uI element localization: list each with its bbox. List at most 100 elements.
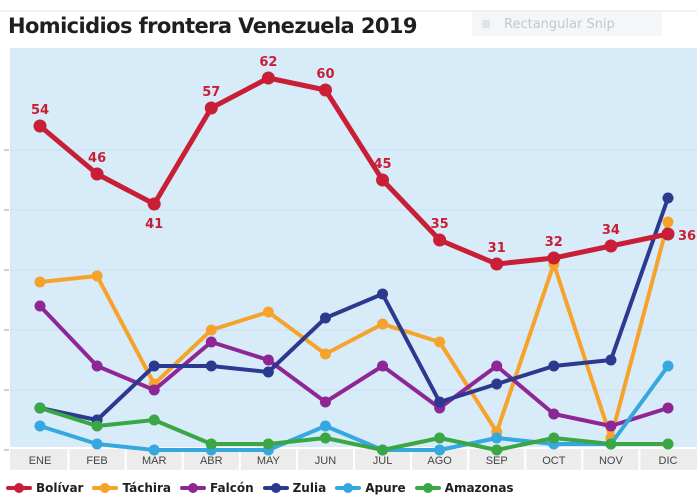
data-point — [205, 324, 217, 336]
data-point — [377, 318, 389, 330]
data-label: 60 — [316, 67, 334, 82]
data-point — [319, 420, 331, 432]
data-point — [604, 239, 618, 253]
data-label: 45 — [373, 157, 391, 172]
data-point — [147, 197, 161, 211]
data-point — [490, 257, 504, 271]
data-point — [377, 360, 389, 372]
legend-item: Apure — [335, 481, 406, 495]
data-point — [205, 360, 217, 372]
data-point — [318, 83, 332, 97]
data-label: 36 — [678, 229, 696, 244]
series-line — [38, 364, 670, 452]
line-chart: ENE FEB MAR ABR MAY JUN JUL AGO SEP OCT NOV DIC 54 46… — [4, 48, 697, 470]
data-point — [262, 354, 274, 366]
x-tick-label: JUL — [373, 455, 393, 467]
legend-swatch — [180, 483, 206, 493]
data-point — [261, 71, 275, 85]
data-point — [34, 402, 46, 414]
data-point — [34, 300, 46, 312]
data-point — [204, 101, 218, 115]
data-point — [376, 173, 390, 187]
data-point — [148, 384, 160, 396]
data-label: 31 — [488, 241, 506, 256]
data-point — [319, 396, 331, 408]
series-amazonas — [34, 402, 674, 456]
data-point — [547, 251, 561, 265]
data-point — [433, 233, 447, 247]
data-point — [319, 432, 331, 444]
data-point — [548, 432, 560, 444]
legend-swatch — [92, 483, 119, 493]
legend-label: Táchira — [122, 481, 171, 495]
data-point — [262, 366, 274, 378]
data-point — [491, 378, 503, 390]
data-label: 46 — [88, 151, 106, 166]
x-tick-label: OCT — [542, 455, 566, 467]
x-tick-label: AGO — [427, 455, 452, 467]
series-line — [38, 220, 670, 440]
x-tick-label: DIC — [659, 455, 678, 467]
series-bolvar — [33, 71, 675, 271]
data-point — [434, 432, 446, 444]
series-apure — [34, 360, 674, 456]
top-border — [0, 10, 697, 12]
data-point — [34, 276, 46, 288]
snip-label: Rectangular Snip — [504, 16, 615, 32]
data-point — [34, 420, 46, 432]
data-point — [33, 119, 47, 133]
data-label: 34 — [602, 223, 620, 238]
plot-background — [10, 48, 697, 447]
series-line — [37, 75, 671, 267]
legend-item: Bolívar — [6, 481, 83, 495]
data-point — [91, 360, 103, 372]
data-point — [91, 420, 103, 432]
data-label: 57 — [202, 85, 220, 100]
data-point — [90, 167, 104, 181]
data-label: 32 — [545, 235, 563, 250]
data-point — [434, 444, 446, 456]
legend-swatch — [335, 483, 362, 493]
legend-label: Falcón — [210, 481, 254, 495]
chart-title: Homicidios frontera Venezuela 2019 — [8, 14, 417, 38]
data-point — [148, 444, 160, 456]
data-point — [662, 192, 674, 204]
data-point — [262, 306, 274, 318]
legend-swatch — [414, 483, 441, 493]
data-point — [91, 270, 103, 282]
data-point — [662, 438, 674, 450]
rectangular-snip-overlay: Rectangular Snip — [472, 12, 662, 36]
data-point — [205, 438, 217, 450]
data-point — [205, 336, 217, 348]
legend-label: Amazonas — [444, 481, 514, 495]
data-point — [148, 414, 160, 426]
data-point — [605, 438, 617, 450]
data-point — [662, 402, 674, 414]
legend-item: Falcón — [180, 481, 254, 495]
x-tick-label: SEP — [486, 455, 508, 467]
data-point — [377, 444, 389, 456]
x-tick-label: ABR — [200, 455, 223, 467]
legend-swatch — [6, 483, 32, 493]
legend-item: Amazonas — [414, 481, 514, 495]
snip-icon — [482, 20, 490, 28]
series-tchira — [34, 216, 674, 444]
x-tick-label: MAY — [257, 455, 281, 467]
data-point — [548, 408, 560, 420]
data-label: 62 — [259, 55, 277, 70]
data-label: 41 — [145, 217, 163, 232]
data-point — [377, 288, 389, 300]
data-label: 54 — [31, 103, 49, 118]
x-tick-label: MAR — [142, 455, 167, 467]
series-line — [38, 406, 670, 452]
legend-label: Bolívar — [36, 481, 84, 495]
data-point — [434, 396, 446, 408]
series-zulia — [34, 192, 674, 426]
data-point — [491, 360, 503, 372]
data-point — [548, 360, 560, 372]
legend-label: Zulia — [292, 481, 327, 495]
series-line — [38, 304, 670, 428]
data-point — [662, 216, 674, 228]
x-tick-label: NOV — [599, 455, 624, 467]
data-point — [319, 312, 331, 324]
